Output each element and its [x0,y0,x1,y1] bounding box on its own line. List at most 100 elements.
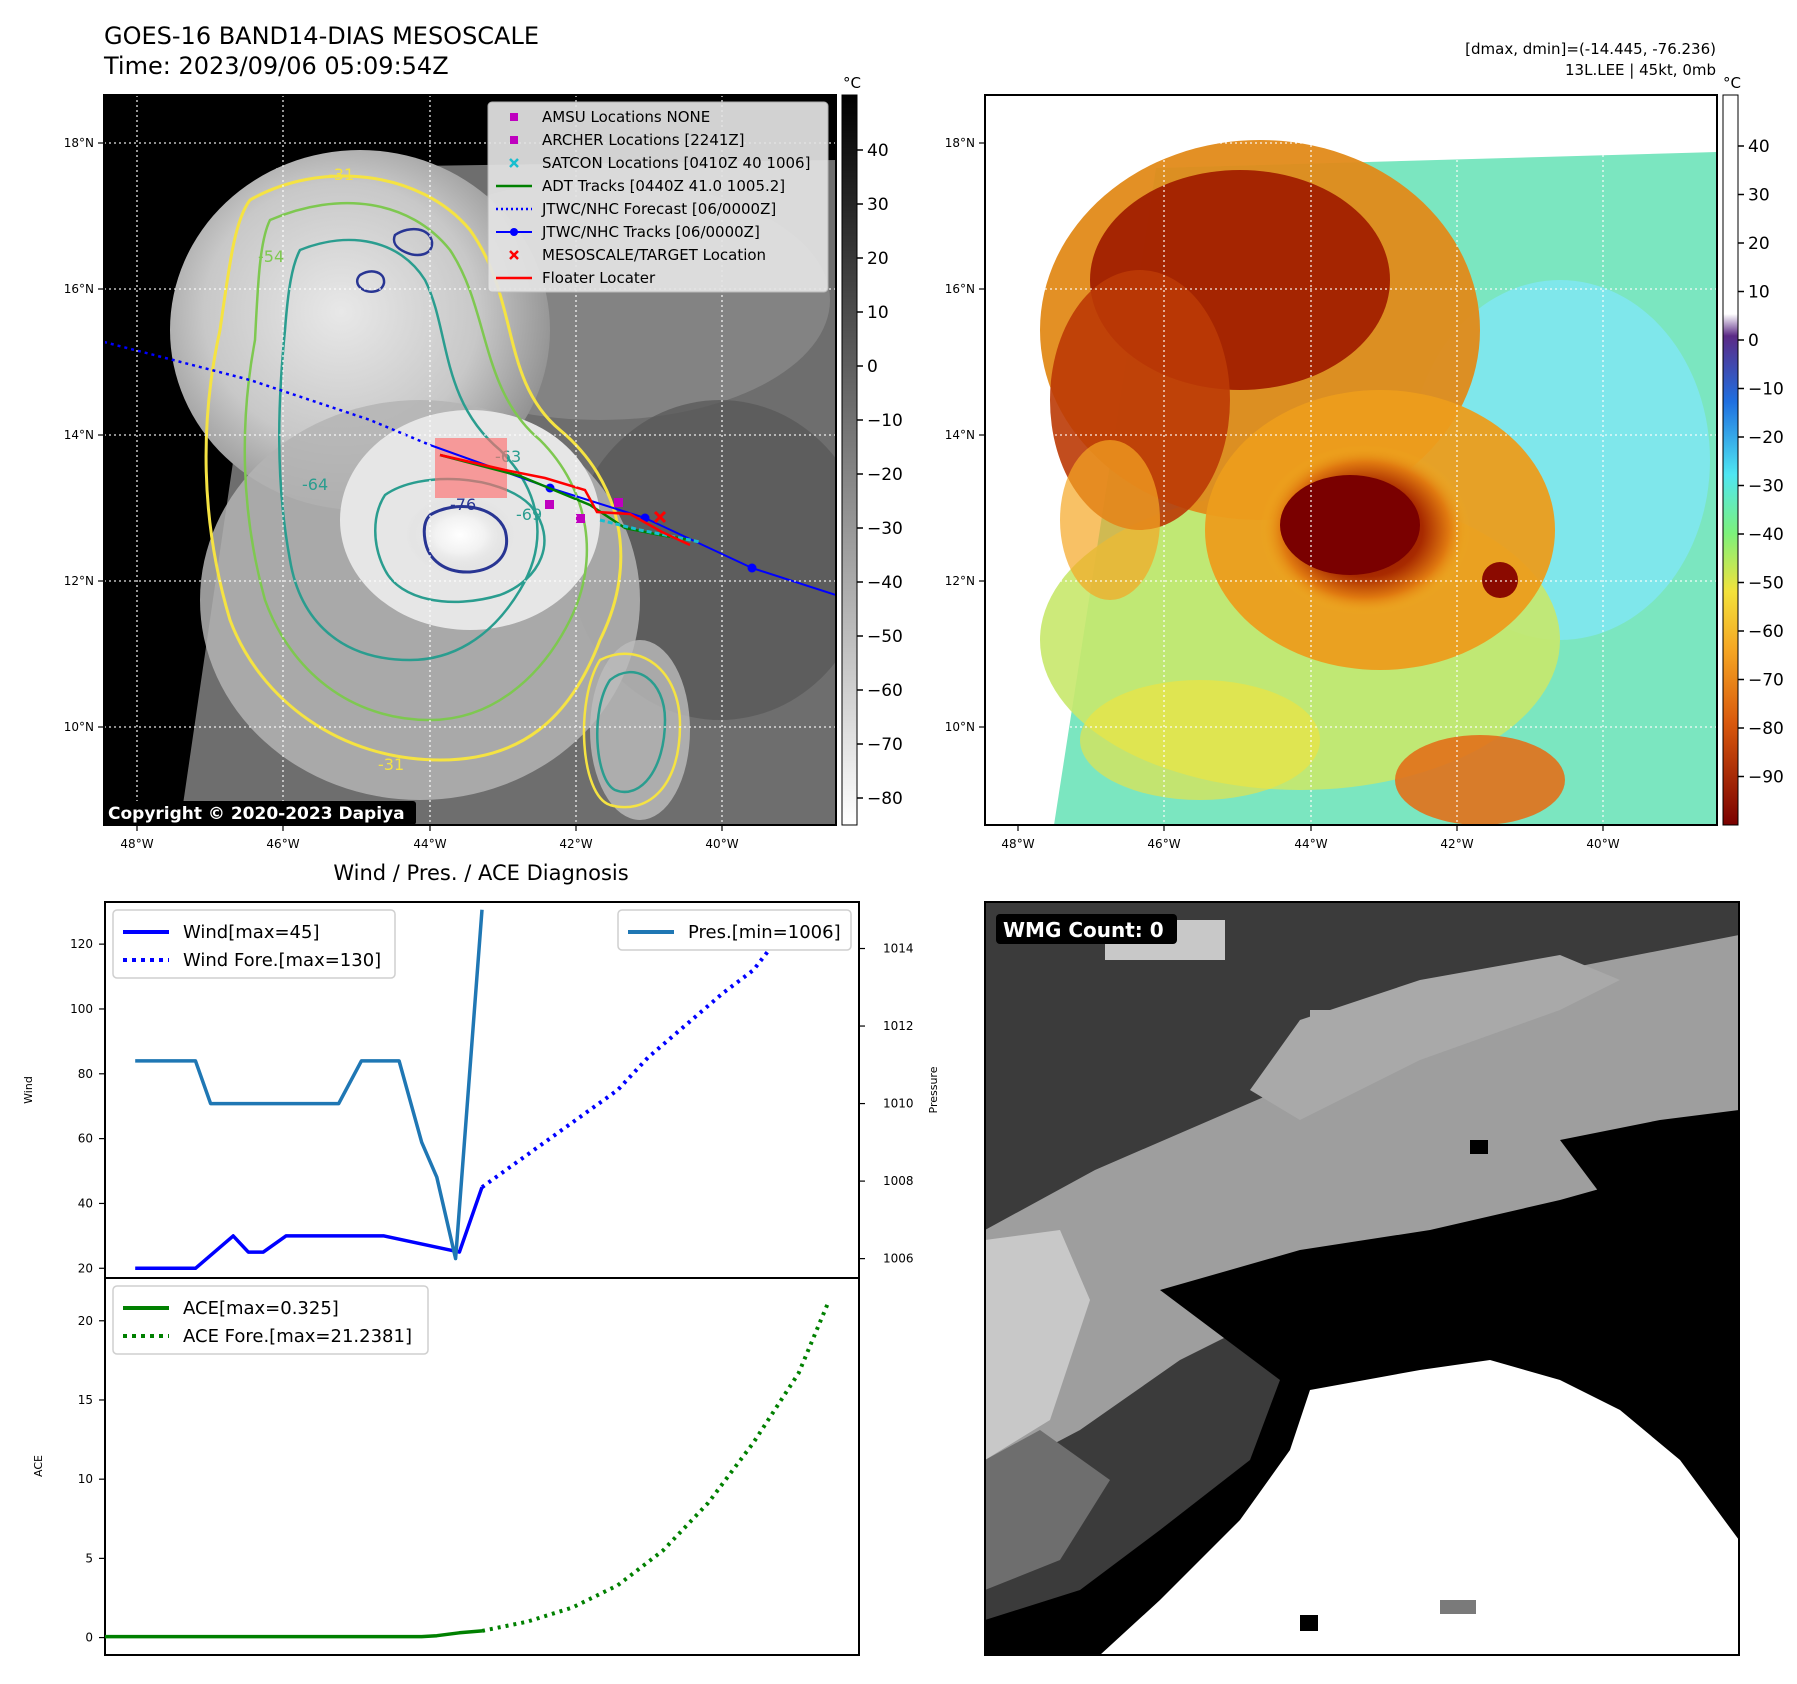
colorbar-tick-label: −50 [867,627,903,647]
colorbar-tick-label: 40 [867,141,889,161]
satcon-locations [599,518,701,544]
copyright-badge [104,801,416,825]
colorbar-tick-label: 0 [1748,331,1759,351]
ir-contour-inner [422,505,508,574]
colorbar-tick-label: 20 [867,249,889,269]
y-tick-label: 0 [85,1631,93,1645]
colorbar-tick-label: −90 [1748,768,1784,788]
series-line [480,935,807,1189]
ir-contour-label: -76 [450,495,476,514]
y2-tick-label: 1014 [883,942,914,956]
lon-tick-label: 40°W [705,837,738,851]
ir-map-panel: -31 -54 -64 -76 -69 -63 -31 [103,94,837,826]
legend-marker-square [510,113,518,121]
lon-tick-label: 44°W [413,837,446,851]
chart-legend-box [112,1285,429,1355]
lat-tick-label: 14°N [64,428,94,442]
y2-tick-label: 1008 [883,1174,914,1188]
legend-marker-dot [510,228,518,236]
lon-tick-label: 44°W [1294,837,1327,851]
y-tick-label: 10 [78,1472,93,1486]
copyright-text: Copyright © 2020-2023 Dapiya [108,804,405,824]
lon-tick-label: 40°W [1586,837,1619,851]
lat-tick-label: 16°N [945,282,975,296]
ace-axis-label: ACE [32,1455,45,1477]
y-tick-label: 5 [85,1551,93,1565]
ir-map-legend: AMSU Locations NONE ARCHER Locations [224… [487,101,829,293]
colorbar-tick-label: 10 [867,303,889,323]
ir-contour-outer [204,174,623,762]
y-tick-label: 40 [78,1196,93,1210]
colorbar-tick-label: 0 [867,357,878,377]
ir-colorbar-unit: °C [843,74,861,92]
colorbar-tick-label: −50 [1748,574,1784,594]
wmg-white-region [1100,1360,1739,1655]
lat-tick-label: 12°N [64,574,94,588]
colorbar-tick-label: 20 [1748,234,1770,254]
color-map-gridlines [985,95,1717,825]
lat-tick-label: 14°N [945,428,975,442]
colorbar-tick-label: 40 [1748,137,1770,157]
figure-time: Time: 2023/09/06 05:09:54Z [103,52,449,80]
ace-chart: ACE 0 5 10 15 20 ACE[max=0.325] ACE Fore.[max… [32,1277,860,1656]
colorbar-tick-label: −60 [1748,622,1784,642]
lat-tick-label: 16°N [64,282,94,296]
lon-tick-label: 46°W [1147,837,1180,851]
colorbar-tick-label: −20 [1748,428,1784,448]
colorbar-tick-label: −40 [1748,525,1784,545]
legend-entry-label: ADT Tracks [0440Z 41.0 1005.2] [542,177,785,195]
archer-location-marker [545,500,554,509]
wmg-count-text: WMG Count: 0 [1003,918,1164,942]
colorbar-tick-label: −40 [867,573,903,593]
lon-tick-label: 46°W [266,837,299,851]
colorbar-tick-label: −10 [867,411,903,431]
legend-entry-label: MESOSCALE/TARGET Location [542,246,766,264]
wmg-grey-band [985,935,1739,1480]
legend-marker-x [509,250,519,260]
ir-colorbar: °C 40 30 20 10 0 −10 −20 −30 −40 −50 −60 −70 −80 [841,74,903,826]
lat-tick-label: 18°N [945,136,975,150]
floater-locater-track [439,453,691,547]
chart-legend-label: Pres.[min=1006] [688,922,841,943]
series-line [105,1629,483,1639]
color-map-panel [984,94,1718,826]
lon-tick-label: 42°W [559,837,592,851]
y-tick-label: 20 [78,1261,93,1275]
wind-pressure-chart: Wind Pressure 20 40 60 80 100 120 1006 1008 101… [22,901,940,1279]
mesoscale-target-marker [653,510,667,524]
archer-location-marker [576,514,585,523]
chart-legend-box [112,909,396,979]
y-tick-label: 20 [78,1314,93,1328]
y-tick-label: 80 [78,1067,93,1081]
diagnosis-title: Wind / Pres. / ACE Diagnosis [333,861,628,885]
lon-tick-label: 42°W [1440,837,1473,851]
lat-tick-label: 10°N [945,720,975,734]
color-colorbar-unit: °C [1723,74,1741,92]
colorbar-tick-label: 30 [1748,186,1770,206]
legend-entry-label: SATCON Locations [0410Z 40 1006] [542,154,810,172]
colorbar-tick-label: −30 [1748,477,1784,497]
storm-info-text: 13L.LEE | 45kt, 0mb [1565,61,1716,79]
series-line [135,909,484,1261]
legend-entry-label: JTWC/NHC Tracks [06/0000Z] [541,223,760,241]
colorbar-tick-label: −80 [1748,719,1784,739]
ir-contour-label: -64 [302,475,328,494]
colorbar-tick-label: −60 [867,681,903,701]
y-tick-label: 100 [70,1002,93,1016]
y2-tick-label: 1012 [883,1019,914,1033]
dmax-dmin-text: [dmax, dmin]=(-14.445, -76.236) [1465,40,1716,58]
colorbar-tick-label: −70 [867,735,903,755]
wmg-panel: WMG Count: 0 [984,901,1740,1656]
chart-legend-label: Wind Fore.[max=130] [183,950,381,971]
colorbar-tick-label: −10 [1748,380,1784,400]
colorbar-tick-label: −80 [867,789,903,809]
chart-legend-label: ACE[max=0.325] [183,1298,339,1319]
legend-entry-label: AMSU Locations NONE [542,108,710,126]
ir-contour-label: -31 [328,165,354,184]
colorbar-tick-label: 10 [1748,283,1770,303]
chart-legend-label: Wind[max=45] [183,922,320,943]
colorbar-tick-label: −70 [1748,671,1784,691]
legend-entry-label: ARCHER Locations [2241Z] [542,131,745,149]
pressure-axis-label: Pressure [927,1066,940,1113]
